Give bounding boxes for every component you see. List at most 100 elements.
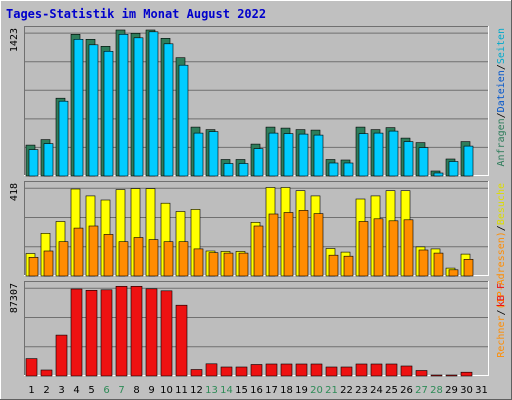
bar-1-2-day-14 <box>223 163 234 177</box>
bar-2-2-day-22 <box>343 255 354 277</box>
chart-panel-1: 1423 Anfragen/Dateien/Seiten <box>9 26 507 177</box>
bar-2-2-day-13 <box>208 252 219 277</box>
x-tick-label: 29 <box>445 385 458 396</box>
bar-2-2-day-3 <box>58 241 69 277</box>
bar-2-2-day-23 <box>358 221 369 277</box>
chart-panel-3: 87307 kB F <box>9 281 507 377</box>
x-tick-label: 25 <box>385 385 398 396</box>
bar-2-2-day-6 <box>103 234 114 277</box>
x-tick-label: 31 <box>475 385 488 396</box>
bar-1-2-day-16 <box>253 148 264 177</box>
bar-2-2-day-18 <box>283 212 294 277</box>
bar-2-2-day-8 <box>133 237 144 277</box>
x-tick-label: 2 <box>43 385 49 396</box>
bar-3-1-day-28 <box>430 374 443 377</box>
legend-entry: Dateien <box>496 70 507 112</box>
bar-3-1-day-26 <box>400 365 413 377</box>
bar-2-2-day-5 <box>88 225 99 277</box>
y-max-label: 1423 <box>9 28 20 52</box>
bar-2-2-day-19 <box>298 210 309 277</box>
bar-3-1-day-14 <box>220 366 233 377</box>
bar-1-2-day-30 <box>463 145 474 177</box>
x-tick-label: 10 <box>160 385 173 396</box>
chart-title: Tages-Statistik im Monat August 2022 <box>6 7 266 21</box>
x-tick-label: 20 <box>310 385 323 396</box>
bar-3-1-day-16 <box>250 364 263 377</box>
x-tick-label: 5 <box>88 385 94 396</box>
legend-separator: / <box>496 64 507 70</box>
x-tick-label: 6 <box>103 385 109 396</box>
bar-2-2-day-27 <box>418 249 429 277</box>
bar-2-2-day-16 <box>253 225 264 277</box>
bar-3-1-day-12 <box>190 369 203 377</box>
legend-separator: / <box>496 112 507 118</box>
bar-1-2-day-7 <box>118 33 129 177</box>
bar-1-2-day-26 <box>403 141 414 177</box>
x-tick-label: 21 <box>325 385 338 396</box>
x-tick-label: 24 <box>370 385 383 396</box>
x-tick-label: 3 <box>58 385 64 396</box>
bar-1-2-day-27 <box>418 147 429 177</box>
bar-3-1-day-20 <box>310 363 323 377</box>
x-tick-label: 14 <box>220 385 233 396</box>
bar-3-1-day-3 <box>55 334 68 377</box>
bar-2-2-day-1 <box>28 256 39 277</box>
x-tick-label: 1 <box>28 385 34 396</box>
bar-1-2-day-6 <box>103 50 114 177</box>
bar-1-2-day-17 <box>268 132 279 177</box>
x-tick-label: 27 <box>415 385 428 396</box>
bar-3-1-day-27 <box>415 370 428 377</box>
bar-2-2-day-11 <box>178 241 189 277</box>
x-tick-label: 23 <box>355 385 368 396</box>
bar-3-1-day-2 <box>40 369 53 377</box>
bar-3-1-day-15 <box>235 366 248 377</box>
bar-2-2-day-29 <box>448 269 459 277</box>
bar-2-2-day-17 <box>268 213 279 277</box>
bar-2-2-day-26 <box>403 219 414 277</box>
x-tick-label: 4 <box>73 385 79 396</box>
x-tick-label: 9 <box>148 385 154 396</box>
bar-1-2-day-11 <box>178 64 189 177</box>
bar-3-1-day-19 <box>295 363 308 377</box>
bar-2-2-day-4 <box>73 227 84 277</box>
bar-1-2-day-18 <box>283 133 294 177</box>
bar-3-1-day-30 <box>460 371 473 377</box>
bar-1-2-day-5 <box>88 44 99 177</box>
bar-2-2-day-12 <box>193 248 204 277</box>
bar-2-2-day-30 <box>463 258 474 277</box>
legend-label: Rechner/(IP-Adressen)/Besuche <box>496 183 507 358</box>
bar-3-1-day-23 <box>355 363 368 377</box>
bar-2-2-day-9 <box>148 239 159 277</box>
bar-1-2-day-24 <box>373 132 384 177</box>
bar-2-2-day-21 <box>328 254 339 277</box>
y-max-label: 87307 <box>9 283 20 313</box>
bar-1-2-day-19 <box>298 133 309 177</box>
bar-2-2-day-2 <box>43 250 54 277</box>
x-tick-label: 17 <box>265 385 278 396</box>
x-tick-label: 22 <box>340 385 353 396</box>
x-tick-label: 15 <box>235 385 248 396</box>
bar-3-1-day-9 <box>145 288 158 377</box>
bar-3-1-day-10 <box>160 290 173 377</box>
legend-entry: kB F <box>496 283 507 307</box>
x-tick-label: 7 <box>118 385 124 396</box>
legend-entry: Seiten <box>496 28 507 64</box>
bar-3-1-day-25 <box>385 363 398 377</box>
bar-3-1-day-13 <box>205 363 218 377</box>
bar-1-2-day-22 <box>343 162 354 177</box>
legend-label: Anfragen/Dateien/Seiten <box>496 28 507 167</box>
bar-1-2-day-25 <box>388 130 399 177</box>
bar-3-1-day-22 <box>340 366 353 377</box>
bar-2-2-day-7 <box>118 241 129 277</box>
x-tick-label: 11 <box>175 385 188 396</box>
bar-1-2-day-10 <box>163 43 174 177</box>
bar-3-1-day-29 <box>445 374 458 377</box>
x-tick-label: 8 <box>133 385 139 396</box>
bar-2-2-day-10 <box>163 241 174 277</box>
bar-1-2-day-28 <box>433 172 444 177</box>
bar-3-1-day-17 <box>265 363 278 377</box>
bar-3-1-day-11 <box>175 304 188 377</box>
